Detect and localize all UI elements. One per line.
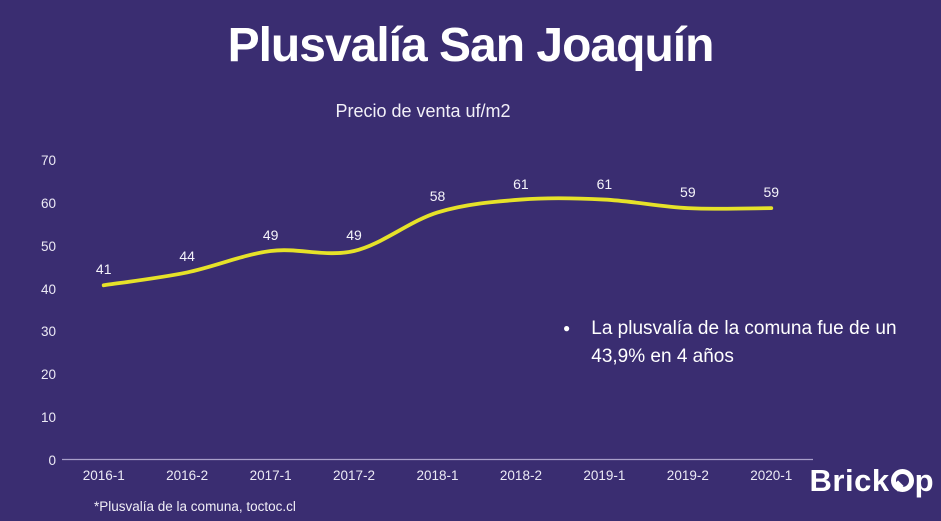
x-axis-label: 2017-2 — [333, 468, 376, 483]
data-label: 58 — [429, 188, 446, 205]
data-label: 44 — [179, 248, 195, 265]
y-axis-tick-label: 70 — [40, 153, 56, 168]
data-label: 61 — [596, 175, 613, 192]
x-axis-label: 2016-2 — [166, 468, 209, 483]
y-axis-tick-label: 30 — [40, 324, 56, 340]
logo-text-left: Brick — [809, 463, 890, 498]
bullet-icon: ● — [563, 321, 571, 335]
x-axis-label: 2019-2 — [666, 468, 709, 483]
x-axis-label: 2018-1 — [416, 468, 459, 483]
y-axis-tick-label: 20 — [40, 367, 56, 383]
data-label: 49 — [346, 227, 362, 243]
y-axis-tick-label: 50 — [40, 238, 56, 254]
y-axis-tick-label: 10 — [40, 410, 56, 426]
data-label: 59 — [680, 184, 696, 201]
logo-o-pin-icon — [890, 469, 914, 492]
brickop-logo: Brick p — [810, 463, 934, 499]
data-label: 41 — [95, 261, 112, 278]
x-axis-label: 2019-1 — [583, 468, 626, 483]
annotation-text: La plusvalía de la comuna fue de un 43,9… — [591, 318, 897, 367]
x-axis-label: 2017-1 — [249, 468, 292, 483]
y-axis-tick-label: 40 — [40, 281, 56, 297]
y-axis-tick-label: 60 — [40, 195, 56, 211]
logo-text-right: p — [914, 463, 934, 498]
x-axis-label: 2020-1 — [750, 468, 793, 483]
annotation-bullet-item: ● La plusvalía de la comuna fue de un 43… — [563, 315, 913, 371]
chart-title: Precio de venta uf/m2 — [335, 101, 511, 121]
source-footnote: *Plusvalía de la comuna, toctoc.cl — [94, 499, 296, 514]
x-axis-label: 2018-2 — [499, 468, 542, 483]
data-label: 49 — [262, 227, 279, 243]
y-axis-tick-label: 0 — [48, 453, 56, 468]
data-label: 59 — [763, 184, 780, 201]
price-line-series — [101, 196, 774, 288]
data-label: 61 — [513, 175, 529, 192]
x-axis-label: 2016-1 — [82, 468, 125, 483]
page-title: Plusvalía San Joaquín — [227, 19, 715, 72]
